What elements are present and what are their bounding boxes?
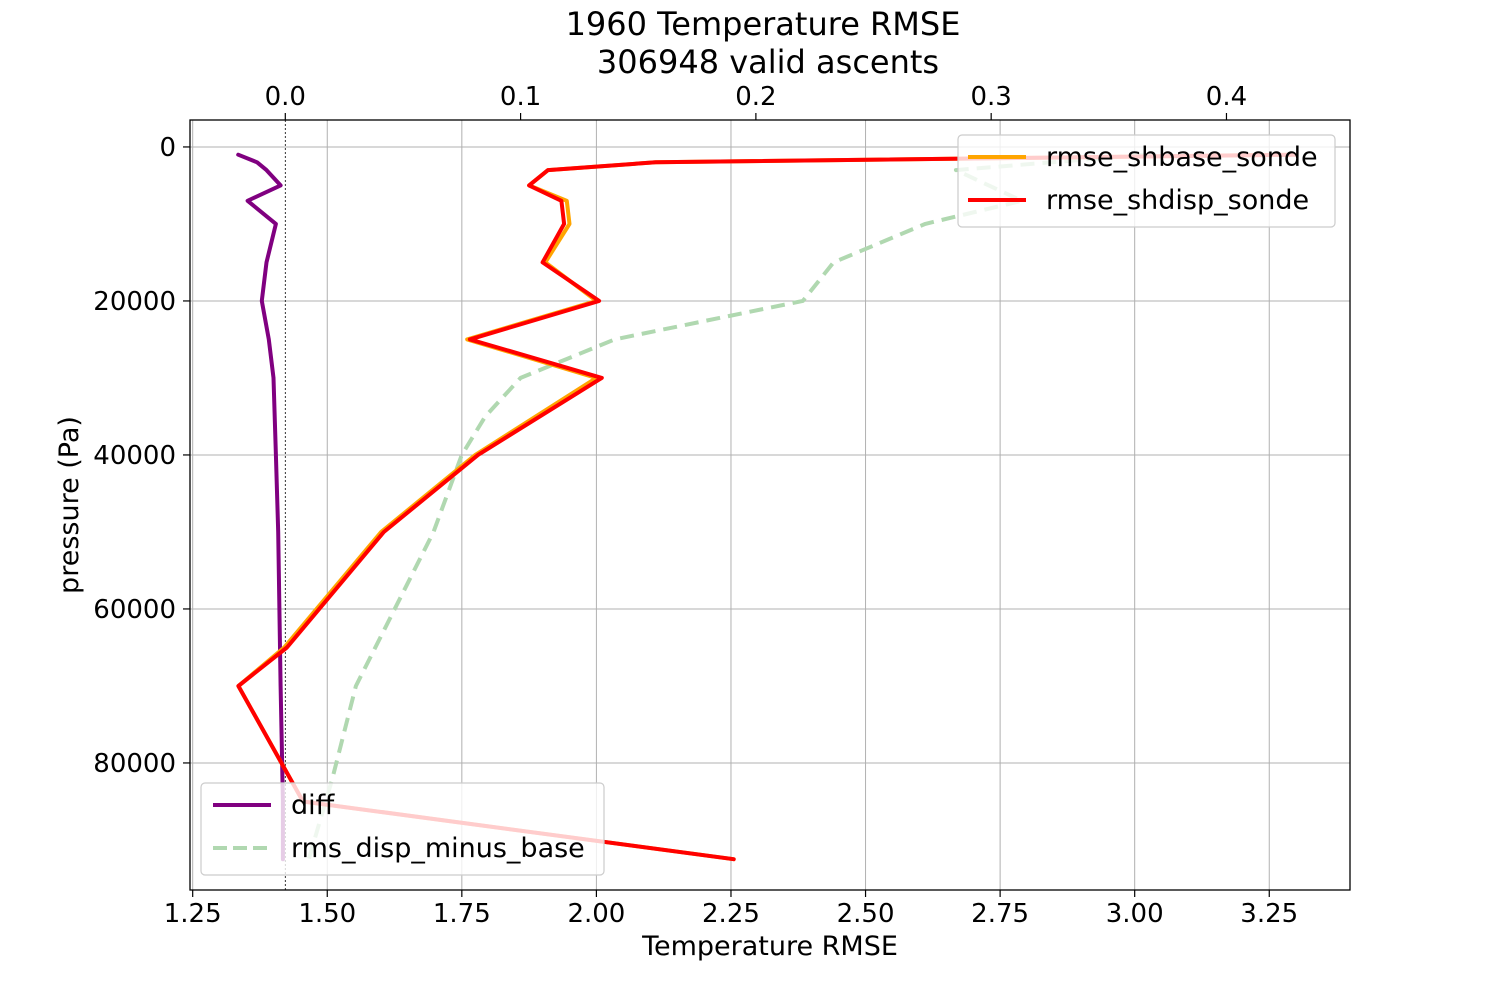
series-line-rmse-shdisp-sonde	[236, 152, 1299, 862]
bottom-x-tick-label-4: 2.25	[702, 899, 760, 929]
top-x-tick-label-0: 0.0	[265, 82, 306, 112]
top-x-tick-label-4: 0.4	[1206, 82, 1247, 112]
y-tick-label-2: 40000	[93, 441, 176, 471]
y-tick-label-0: 0	[159, 133, 176, 163]
legend-lower-left: diff rms_disp_minus_base	[200, 782, 605, 876]
bottom-x-tick-label-6: 2.75	[971, 899, 1029, 929]
bottom-x-tick-label-5: 2.50	[837, 899, 895, 929]
series-line-rms-disp-minus-base	[306, 152, 1145, 860]
bottom-x-tick-label-2: 1.75	[433, 899, 491, 929]
legend-label-rms-disp-minus-base: rms_disp_minus_base	[291, 833, 585, 864]
bottom-x-axis: 1.25 1.50 1.75 2.00 2.25 2.50 2.75 3.00 3.25	[164, 890, 1298, 929]
bottom-x-tick-label-8: 3.25	[1240, 899, 1298, 929]
x-axis-label: Temperature RMSE	[641, 931, 898, 962]
legend-label-rmse-shbase-sonde: rmse_shbase_sonde	[1046, 142, 1318, 173]
top-x-axis: 0.0 0.1 0.2 0.3 0.4	[265, 82, 1247, 120]
plot-area-background	[190, 120, 1350, 890]
y-axis: 0 20000 40000 60000 80000	[93, 133, 190, 779]
legend-label-rmse-shdisp-sonde: rmse_shdisp_sonde	[1046, 185, 1309, 216]
chart-title-line-1: 1960 Temperature RMSE	[566, 5, 961, 43]
bottom-x-tick-label-7: 3.00	[1106, 899, 1164, 929]
series-line-diff	[236, 152, 285, 862]
y-tick-label-4: 80000	[93, 749, 176, 779]
y-tick-label-3: 60000	[93, 595, 176, 625]
top-x-tick-label-1: 0.1	[500, 82, 541, 112]
legend-upper-right-box	[957, 134, 1336, 228]
bottom-x-tick-label-3: 2.00	[567, 899, 625, 929]
bottom-x-tick-label-0: 1.25	[164, 899, 222, 929]
y-tick-label-1: 20000	[93, 287, 176, 317]
chart-title-line-2: 306948 valid ascents	[597, 43, 939, 81]
series-layer	[236, 152, 1299, 862]
legend-label-diff: diff	[291, 790, 336, 821]
legend-lower-left-box	[200, 782, 605, 876]
y-axis-label: pressure (Pa)	[54, 416, 85, 594]
top-x-tick-label-2: 0.2	[735, 82, 776, 112]
legend-upper-right: rmse_shbase_sonde rmse_shdisp_sonde	[957, 134, 1336, 228]
top-x-tick-label-3: 0.3	[970, 82, 1011, 112]
plot-area-frame	[189, 119, 1351, 891]
bottom-x-tick-label-1: 1.50	[298, 899, 356, 929]
